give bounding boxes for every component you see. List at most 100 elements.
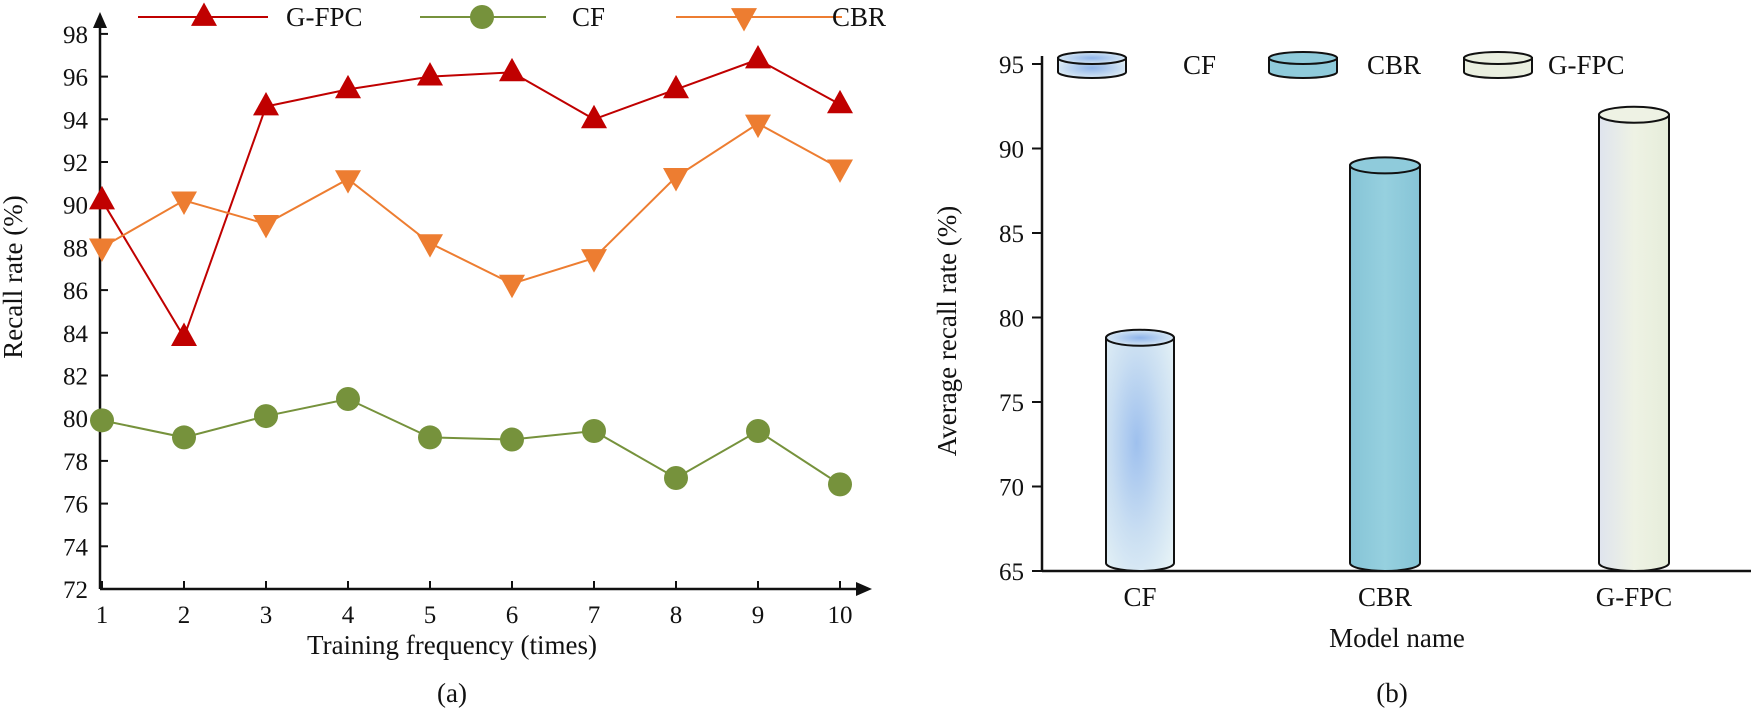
data-point <box>745 45 771 69</box>
data-point <box>499 274 525 299</box>
y-tick-label: 98 <box>63 22 88 49</box>
y-tick-label: 76 <box>63 492 88 519</box>
data-point <box>746 419 770 444</box>
y-tick-label: 90 <box>999 137 1024 164</box>
x-category-label: G-FPC <box>1596 582 1673 612</box>
legend-item-cf: CF <box>420 2 605 32</box>
bar-chart-panel: 65 70 75 80 85 90 95 CF CBR G-FPC CF CBR G-FPC Mod… <box>932 50 1751 708</box>
x-tick-label: 3 <box>260 602 273 629</box>
bar-chart-x-ticks: CF CBR G-FPC <box>1123 582 1672 612</box>
line-chart-legend: G-FPC CF CBR <box>138 2 886 32</box>
bar-chart-x-axis-title: Model name <box>1329 623 1465 653</box>
y-tick-label: 74 <box>63 534 89 561</box>
x-tick-label: 7 <box>588 602 601 629</box>
legend-label: G-FPC <box>1548 50 1625 80</box>
x-tick-label: 8 <box>670 602 683 629</box>
series-cbr <box>89 114 853 299</box>
data-point <box>828 472 852 497</box>
legend-item-cf: CF <box>1057 50 1216 80</box>
bar-chart-legend: CF CBR G-FPC <box>1057 50 1625 80</box>
line-chart-x-ticks: 1 2 3 4 5 6 7 8 9 10 <box>96 581 853 629</box>
legend-item-g-fpc: G-FPC <box>138 2 363 32</box>
bar-body <box>1349 164 1421 572</box>
legend-item-cbr: CBR <box>1268 50 1421 80</box>
x-tick-label: 4 <box>342 602 355 629</box>
legend-marker <box>191 2 217 26</box>
x-tick-label: 1 <box>96 602 109 629</box>
legend-marker <box>470 5 494 29</box>
y-tick-label: 84 <box>63 321 89 348</box>
legend-swatch-top <box>1057 51 1127 65</box>
x-tick-label: 10 <box>828 602 853 629</box>
data-point <box>335 74 361 99</box>
series-cf <box>90 386 852 497</box>
legend-marker <box>731 8 757 32</box>
bar-cf <box>1105 328 1175 572</box>
y-axis-arrow <box>93 12 107 28</box>
y-tick-label: 82 <box>63 364 88 391</box>
line-chart-caption: (a) <box>437 678 467 708</box>
data-point <box>417 234 443 258</box>
line-chart-y-axis-title: Recall rate (%) <box>0 195 28 358</box>
data-point <box>581 249 607 273</box>
data-point <box>827 159 853 183</box>
bar-chart-bars <box>1105 105 1670 572</box>
y-tick-label: 88 <box>63 235 88 262</box>
data-point <box>171 322 197 346</box>
bar-g-fpc <box>1598 105 1670 572</box>
data-point <box>417 62 443 86</box>
y-tick-label: 80 <box>63 406 88 433</box>
data-point <box>253 91 279 116</box>
data-point <box>171 191 197 215</box>
data-point <box>745 114 771 139</box>
data-point <box>581 104 607 129</box>
y-tick-label: 70 <box>999 475 1024 502</box>
bar-chart-y-ticks: 65 70 75 80 85 90 95 <box>999 52 1042 586</box>
legend-label: CBR <box>832 2 886 32</box>
data-point <box>827 89 853 114</box>
x-tick-label: 2 <box>178 602 191 629</box>
y-tick-label: 65 <box>999 559 1024 586</box>
x-tick-label: 9 <box>752 602 765 629</box>
bar-cbr <box>1349 156 1421 572</box>
y-tick-label: 90 <box>63 193 88 220</box>
series-g-fpc <box>89 45 853 346</box>
data-point <box>664 465 688 490</box>
bar-top <box>1598 105 1670 124</box>
bar-top <box>1105 328 1175 347</box>
x-category-label: CF <box>1123 582 1156 612</box>
y-tick-label: 86 <box>63 278 88 305</box>
y-tick-label: 95 <box>999 52 1024 79</box>
data-point <box>89 185 115 210</box>
y-tick-label: 85 <box>999 221 1024 248</box>
bar-chart-caption: (b) <box>1376 678 1407 708</box>
legend-item-g-fpc: G-FPC <box>1463 50 1625 80</box>
series-line <box>101 58 841 340</box>
x-category-label: CBR <box>1358 582 1412 612</box>
y-tick-label: 94 <box>63 107 89 134</box>
data-point <box>663 74 689 99</box>
y-tick-label: 72 <box>63 577 88 604</box>
bar-body <box>1598 113 1670 572</box>
x-axis-arrow <box>856 582 872 596</box>
bar-body <box>1105 336 1175 572</box>
data-point <box>253 215 279 239</box>
y-tick-label: 80 <box>999 306 1024 333</box>
data-point <box>336 386 360 411</box>
legend-label: CF <box>572 2 605 32</box>
data-point <box>89 238 115 262</box>
y-tick-label: 78 <box>63 449 88 476</box>
y-tick-label: 92 <box>63 150 88 177</box>
y-tick-label: 75 <box>999 390 1024 417</box>
data-point <box>500 427 524 452</box>
legend-item-cbr: CBR <box>676 2 886 32</box>
series-line <box>101 122 841 285</box>
series-line <box>101 397 841 486</box>
y-tick-label: 96 <box>63 65 88 92</box>
x-tick-label: 5 <box>424 602 437 629</box>
data-point <box>582 419 606 444</box>
bar-top <box>1349 156 1421 175</box>
legend-swatch-top <box>1268 51 1338 65</box>
line-chart-axes <box>93 12 872 596</box>
